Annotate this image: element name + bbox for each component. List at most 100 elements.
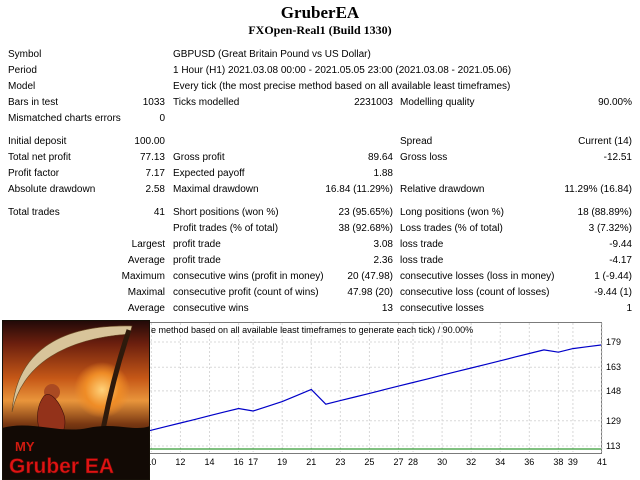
cell-value: 3.08: [373, 238, 393, 250]
cell-value: -9.44: [609, 238, 632, 250]
table-row: Average profit trade 2.36 loss trade -4.17: [8, 252, 632, 268]
table-row: Maximum consecutive wins (profit in money…: [8, 268, 632, 284]
table-cell: [398, 165, 632, 181]
table-row: Largest profit trade 3.08 loss trade -9.44: [8, 236, 632, 252]
logo-text-gruber-ea: Gruber EA: [9, 455, 114, 478]
cell-label: Maximal: [127, 286, 165, 298]
cell-label: Short positions (won %): [173, 206, 279, 218]
x-axis-label: 36: [524, 457, 534, 467]
cell-label: Period: [8, 64, 37, 76]
logo-text-my: MY: [15, 439, 35, 454]
cell-value: 0: [159, 112, 165, 124]
table-row: Absolute drawdown 2.58 Maximal drawdown 16.…: [8, 181, 632, 197]
table-cell: Relative drawdown 11.29% (16.84): [398, 181, 632, 197]
cell-label: loss trade: [400, 238, 444, 250]
cell-value: 16.84 (11.29%): [325, 183, 393, 195]
page-title: GruberEA: [280, 3, 360, 22]
table-cell: Initial deposit 100.00: [8, 133, 173, 149]
x-axis-label: 21: [306, 457, 316, 467]
x-axis-label: 19: [277, 457, 287, 467]
table-row: Model Every tick (the most precise method…: [8, 78, 632, 94]
cell-label: GBPUSD (Great Britain Pound vs US Dollar…: [173, 48, 371, 60]
cell-label: Total trades: [8, 206, 60, 218]
scythe-blade: [11, 325, 133, 413]
cell-label: Expected payoff: [173, 167, 245, 179]
cell-label: Spread: [400, 135, 433, 147]
chart-header-text: e method based on all available least ti…: [151, 325, 473, 335]
table-cell: Period: [8, 62, 173, 78]
cell-label: consecutive loss (count of losses): [400, 286, 550, 298]
logo-artwork-svg: MY Gruber EA: [2, 320, 150, 480]
table-cell: Gross profit 89.64: [173, 149, 398, 165]
report-table-body: Symbol GBPUSD (Great Britain Pound vs US …: [8, 46, 632, 316]
cell-label: profit trade: [173, 238, 221, 250]
cell-value: 3 (7.32%): [588, 222, 632, 234]
x-axis-label: 14: [205, 457, 215, 467]
x-axis-label: 16: [234, 457, 244, 467]
table-cell: Total trades 41: [8, 204, 173, 220]
table-cell: loss trade -4.17: [398, 252, 632, 268]
table-cell: profit trade 2.36: [173, 252, 398, 268]
cell-label: Relative drawdown: [400, 183, 485, 195]
table-cell: Maximal: [8, 284, 173, 300]
cell-label: consecutive losses: [400, 302, 484, 314]
table-cell: Every tick (the most precise method base…: [173, 78, 632, 94]
y-axis-label: 129: [606, 416, 621, 426]
table-row: Initial deposit 100.00 Spread Current (14): [8, 133, 632, 149]
table-cell: Total net profit 77.13: [8, 149, 173, 165]
cell-value: 23 (95.65%): [338, 206, 393, 218]
cell-label: consecutive losses (loss in money): [400, 270, 555, 282]
table-cell: Expected payoff 1.88: [173, 165, 398, 181]
table-cell: consecutive loss (count of losses) -9.44 …: [398, 284, 632, 300]
table-cell: [398, 110, 632, 126]
cell-label: profit trade: [173, 254, 221, 266]
cell-label: Model: [8, 80, 36, 92]
cell-label: Long positions (won %): [400, 206, 504, 218]
table-cell: consecutive losses 1: [398, 300, 632, 316]
cell-value: 18 (88.89%): [577, 206, 632, 218]
table-cell: Spread Current (14): [398, 133, 632, 149]
cell-value: 47.98 (20): [347, 286, 393, 298]
table-row: Mismatched charts errors 0: [8, 110, 632, 126]
logo-artwork: MY Gruber EA: [2, 320, 150, 480]
cell-value: 1: [626, 302, 632, 314]
x-axis-label: 23: [335, 457, 345, 467]
cell-value: 41: [153, 206, 165, 218]
cell-label: Largest: [131, 238, 165, 250]
cell-value: 1 (-9.44): [594, 270, 632, 282]
table-spacer-row: [8, 126, 632, 133]
y-axis-label: 179: [606, 337, 621, 347]
table-cell: Maximum: [8, 268, 173, 284]
table-row: Total trades 41 Short positions (won %) 23 …: [8, 204, 632, 220]
cell-label: consecutive wins: [173, 302, 249, 314]
table-cell: consecutive losses (loss in money) 1 (-9.…: [398, 268, 632, 284]
table-row: Period 1 Hour (H1) 2021.03.08 00:00 - 202…: [8, 62, 632, 78]
table-cell: Loss trades (% of total) 3 (7.32%): [398, 220, 632, 236]
table-cell: Mismatched charts errors 0: [8, 110, 173, 126]
table-cell: Maximal drawdown 16.84 (11.29%): [173, 181, 398, 197]
cell-value: 90.00%: [598, 96, 632, 108]
table-cell: consecutive wins (profit in money) 20 (47…: [173, 268, 398, 284]
table-cell: Average: [8, 300, 173, 316]
spacer-cell: [8, 197, 632, 204]
cell-label: Symbol: [8, 48, 42, 60]
cell-label: Profit factor: [8, 167, 60, 179]
x-axis-label: 28: [408, 457, 418, 467]
sun-glow: [74, 362, 130, 418]
table-cell: Model: [8, 78, 173, 94]
table-cell: Largest: [8, 236, 173, 252]
table-cell: Gross loss -12.51: [398, 149, 632, 165]
cell-label: Modelling quality: [400, 96, 475, 108]
cell-label: Total net profit: [8, 151, 71, 163]
x-axis-label: 39: [568, 457, 578, 467]
cell-label: Ticks modelled: [173, 96, 240, 108]
cell-label: Gross loss: [400, 151, 448, 163]
cell-value: 77.13: [139, 151, 165, 163]
table-cell: [8, 220, 173, 236]
cell-label: Profit trades (% of total): [173, 222, 279, 234]
cell-label: Maximal drawdown: [173, 183, 259, 195]
report-table: Symbol GBPUSD (Great Britain Pound vs US …: [8, 46, 632, 316]
cell-value: 38 (92.68%): [338, 222, 393, 234]
cell-label: consecutive profit (count of wins): [173, 286, 319, 298]
